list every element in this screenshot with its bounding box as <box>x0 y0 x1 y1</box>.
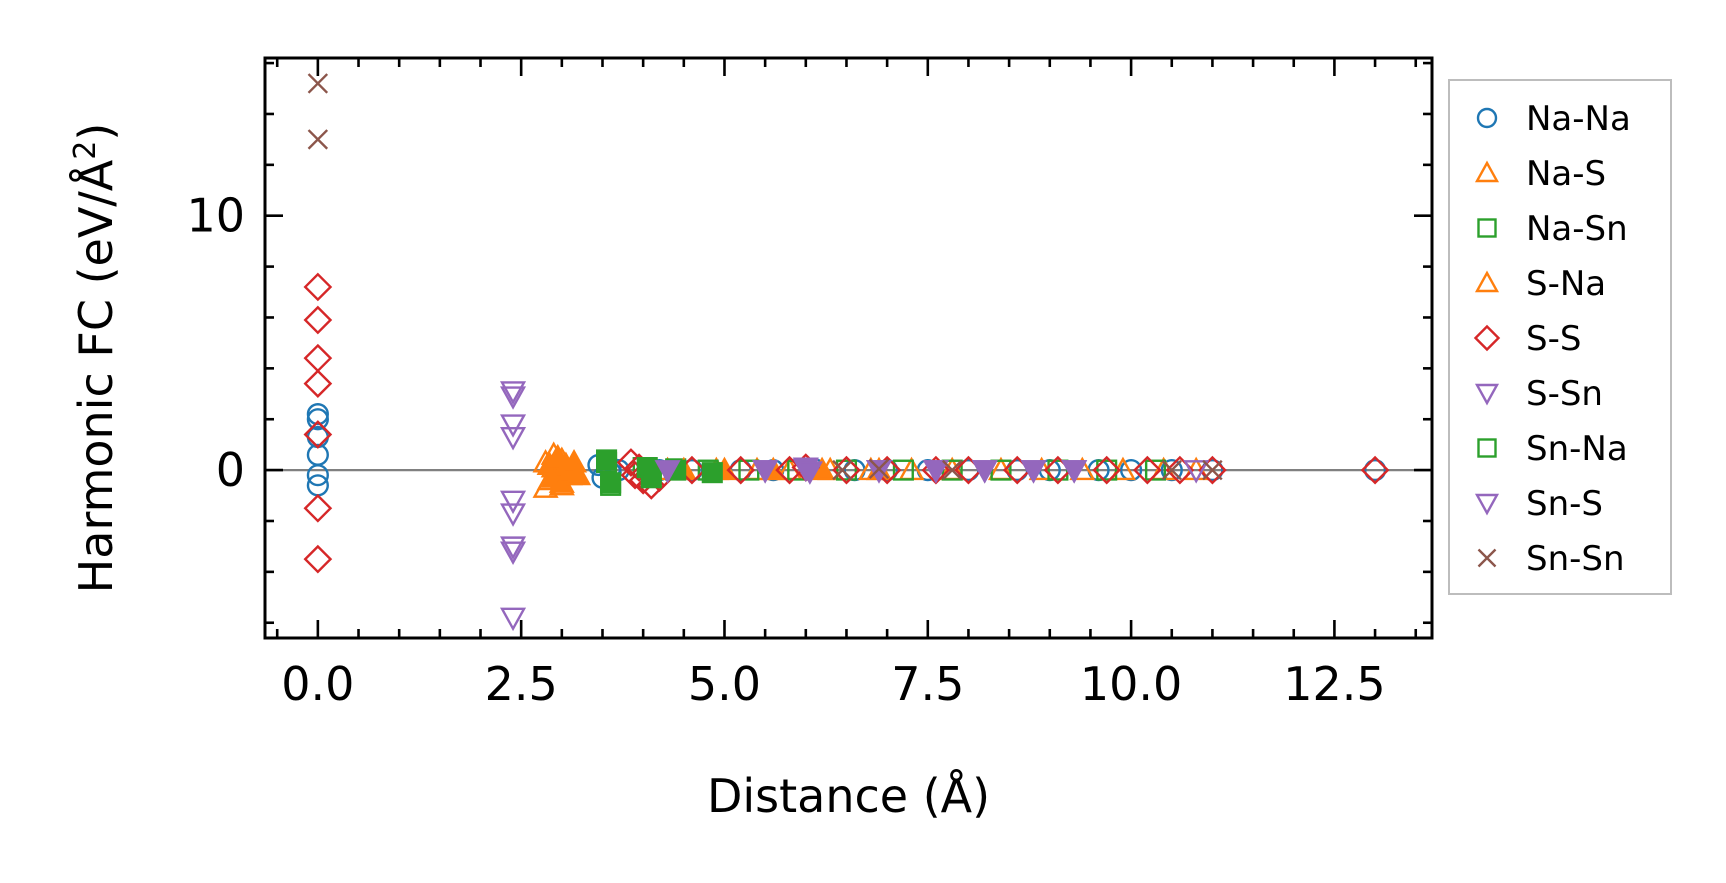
legend-marker-s-s <box>1473 324 1501 352</box>
legend-item-sn-na: Sn-Na <box>1477 429 1628 469</box>
legend-marker-na-s <box>1474 160 1500 183</box>
data-point-sn-na <box>701 462 723 484</box>
ticks-layer: 0.0 2.5 5.0 7.5 10.0 12.5 0 10 <box>186 58 1432 711</box>
data-point-sn-na <box>600 472 622 494</box>
data-point-sn-s <box>971 460 998 484</box>
data-point-sn-s <box>1020 460 1047 484</box>
y-axis-label-superscript: 2 <box>68 141 103 160</box>
data-point-sn-na <box>596 449 618 471</box>
legend-label: Sn-S <box>1526 484 1603 524</box>
legend-marker-s-na <box>1474 270 1500 293</box>
legend-marker-sn-sn <box>1477 548 1497 568</box>
legend-marker-sn-na <box>1477 438 1497 458</box>
data-point-na-sn <box>1096 459 1118 481</box>
x-tick-label: 10.0 <box>1080 657 1182 711</box>
data-point-sn-s <box>1061 460 1088 484</box>
legend-item-na-sn: Na-Sn <box>1477 209 1628 249</box>
legend-label: Na-Na <box>1526 99 1631 139</box>
legend-item-s-na: S-Na <box>1474 264 1606 304</box>
legend-item-na-s: Na-S <box>1474 154 1606 194</box>
y-tick-label: 10 <box>186 189 245 243</box>
legend-label: S-S <box>1526 319 1581 359</box>
data-point-s-s <box>1360 455 1390 485</box>
legend-marker-na-na <box>1476 107 1498 129</box>
legend-label: Sn-Na <box>1526 429 1628 469</box>
data-point-sn-s <box>922 460 949 484</box>
series-sn-sn <box>307 73 1223 481</box>
data-point-sn-sn <box>307 129 329 150</box>
data-point-na-sn <box>892 459 914 481</box>
legend-label: Na-Sn <box>1526 209 1628 249</box>
legend: Na-Na Na-S Na-Sn S-Na S-S S-Sn Sn-Na Sn-S Sn-Sn <box>1448 79 1672 595</box>
data-layer <box>265 73 1432 632</box>
legend-label: S-Na <box>1526 264 1606 304</box>
legend-item-s-sn: S-Sn <box>1474 374 1603 414</box>
data-point-s-sn <box>499 427 527 451</box>
data-point-sn-sn <box>941 459 963 481</box>
data-point-s-sn <box>499 381 527 405</box>
data-point-s-na <box>565 461 592 486</box>
legend-marker-s-sn <box>1474 383 1500 406</box>
x-tick-label: 0.0 <box>281 657 354 711</box>
data-point-s-s <box>303 369 333 398</box>
data-point-sn-s <box>796 461 823 485</box>
legend-label: Na-S <box>1526 154 1606 194</box>
data-point-sn-sn <box>832 459 853 481</box>
data-point-na-na <box>306 403 329 426</box>
series-sn-s <box>654 457 1088 485</box>
x-tick-label: 12.5 <box>1283 657 1385 711</box>
x-tick-label: 5.0 <box>688 657 761 711</box>
data-point-na-na <box>306 464 329 487</box>
data-point-s-sn <box>1183 460 1210 484</box>
legend-item-sn-s: Sn-S <box>1474 484 1603 524</box>
data-point-sn-s <box>865 460 893 484</box>
y-axis-label: Harmonic FC (eV/Å2) <box>68 123 124 594</box>
data-point-sn-sn <box>1161 459 1182 481</box>
plot-frame <box>263 56 1434 640</box>
legend-item-na-na: Na-Na <box>1476 99 1631 139</box>
data-point-na-sn <box>1144 459 1167 481</box>
data-point-sn-sn <box>1202 459 1223 481</box>
data-point-na-sn <box>835 459 858 481</box>
data-point-s-sn <box>499 541 527 565</box>
data-point-s-sn <box>499 607 527 632</box>
legend-marker-sn-s <box>1474 493 1500 516</box>
legend-item-s-s: S-S <box>1473 319 1581 359</box>
data-point-na-na <box>306 408 329 431</box>
data-point-sn-sn <box>868 458 890 480</box>
y-axis-label-suffix: ) <box>69 123 123 141</box>
x-tick-label: 2.5 <box>485 657 558 711</box>
data-point-s-s <box>303 272 333 302</box>
data-point-s-sn <box>499 536 527 560</box>
data-point-sn-s <box>654 460 681 484</box>
data-point-sn-sn <box>307 73 329 94</box>
data-point-s-sn <box>499 386 527 410</box>
data-point-sn-na <box>640 467 662 489</box>
x-tick-label: 7.5 <box>891 657 964 711</box>
data-point-s-s <box>1092 455 1122 485</box>
legend-label: Sn-Sn <box>1526 539 1625 579</box>
data-point-s-s <box>1133 455 1162 485</box>
data-point-s-s <box>303 493 333 523</box>
legend-item-sn-sn: Sn-Sn <box>1477 539 1625 579</box>
legend-marker-na-sn <box>1477 218 1497 238</box>
data-point-s-sn <box>499 414 527 438</box>
x-axis-label: Distance (Å) <box>707 769 990 823</box>
data-point-na-na <box>1363 459 1387 482</box>
data-point-s-s <box>303 544 333 574</box>
legend-label: S-Sn <box>1526 374 1603 414</box>
data-point-s-s <box>303 420 333 449</box>
plot-area <box>265 73 1432 632</box>
data-point-s-s <box>726 455 756 485</box>
y-tick-label: 0 <box>216 443 245 497</box>
data-point-sn-s <box>752 460 779 484</box>
data-point-s-sn <box>499 503 527 527</box>
data-point-s-s <box>303 305 333 335</box>
y-axis-label-main: Harmonic FC (eV/Å <box>69 159 123 593</box>
data-point-s-sn <box>499 490 527 515</box>
